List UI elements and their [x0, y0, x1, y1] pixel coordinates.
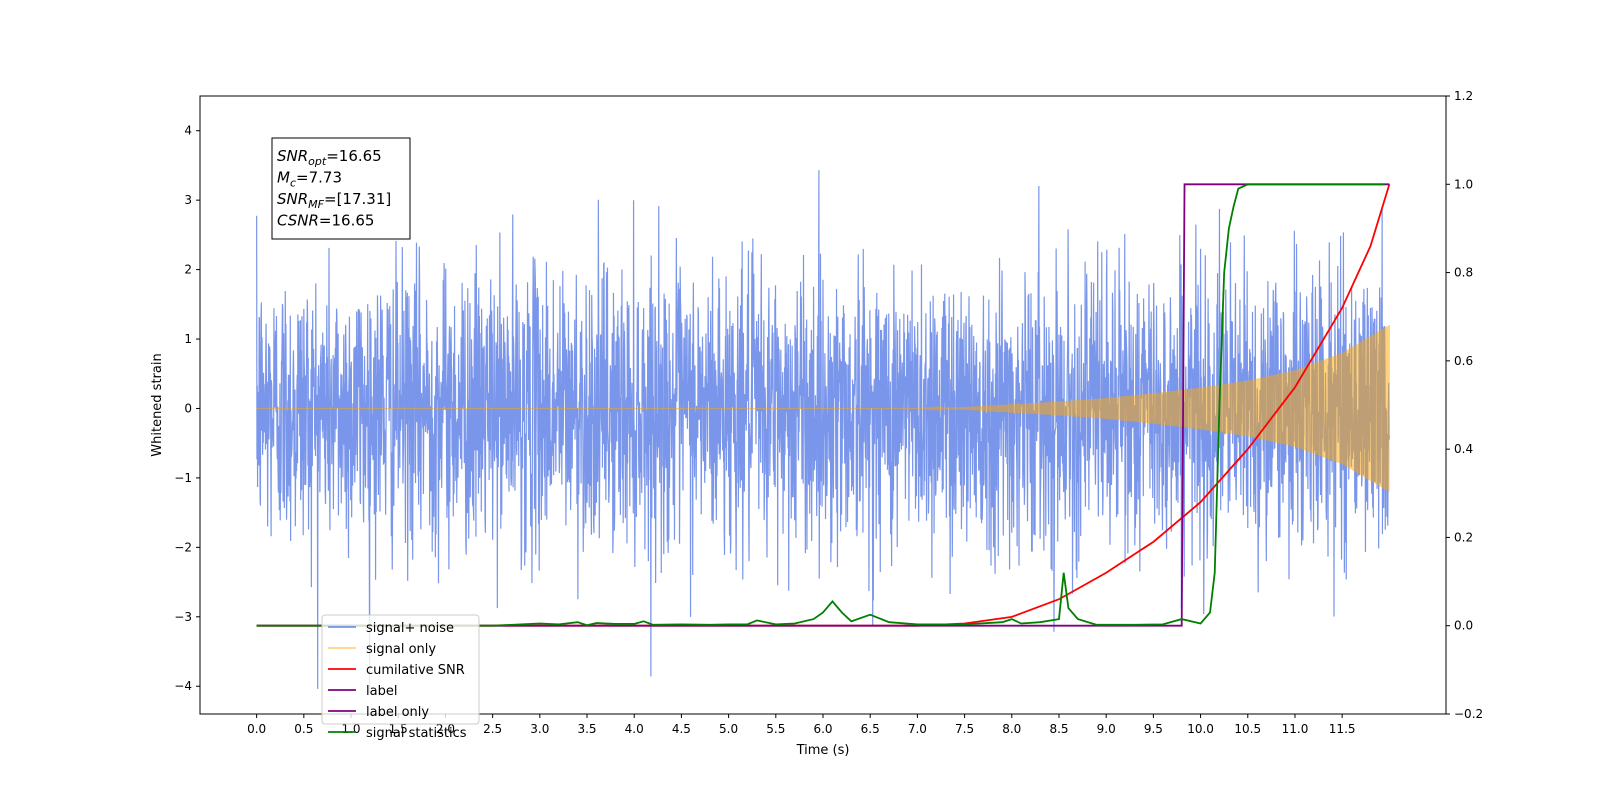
x-tick-label: 10.5: [1234, 722, 1261, 736]
annotation-frame: [271, 137, 411, 240]
y-right-tick-label: −0.2: [1454, 707, 1483, 721]
y-left-tick-label: 2: [184, 263, 192, 277]
y-left-tick-label: 4: [184, 124, 192, 138]
legend-label: label: [366, 684, 397, 699]
series-signal-statistics: [256, 183, 1385, 627]
y-right-tick-label: 1.0: [1454, 177, 1473, 191]
legend-label: signal+ noise: [366, 621, 454, 636]
y-axis-right: 1.2 1.0 0.8 0.6 0.4 0.2 0.0 −0.2: [1446, 89, 1483, 721]
y-left-tick-label: 1: [184, 332, 192, 346]
y-left-tick-label: −1: [174, 471, 192, 485]
x-tick-label: 9.0: [1097, 722, 1116, 736]
legend-label: cumilative SNR: [366, 663, 465, 678]
x-tick-label: 2.0: [436, 722, 455, 736]
x-tick-label: 3.0: [530, 722, 549, 736]
x-tick-label: 4.0: [625, 722, 644, 736]
legend-label: signal only: [366, 642, 436, 657]
x-tick-label: 8.0: [1002, 722, 1021, 736]
x-tick-label: 11.0: [1282, 722, 1309, 736]
x-tick-label: 5.5: [766, 722, 785, 736]
x-tick-label: 6.0: [813, 722, 832, 736]
y-right-tick-label: 1.2: [1454, 89, 1473, 103]
annotation-line: Mc=7.73: [277, 169, 342, 190]
y-left-tick-label: −4: [174, 679, 192, 693]
annotation-line: CSNR=16.65: [277, 212, 374, 230]
x-tick-label: 1.5: [389, 722, 408, 736]
x-axis: 0.0 0.5 1.0 1.5 2.0 2.5 3.0 3.5 4.0 4.5 5.0 5.5 6.0 6…: [247, 714, 1356, 736]
annotation-line: SNRopt=16.65: [277, 147, 382, 168]
x-tick-label: 3.5: [577, 722, 596, 736]
plot-area: [256, 170, 1391, 694]
x-tick-label: 0.5: [294, 722, 313, 736]
x-tick-label: 4.5: [672, 722, 691, 736]
x-tick-label: 0.0: [247, 722, 266, 736]
x-tick-label: 8.5: [1049, 722, 1068, 736]
x-tick-label: 7.0: [908, 722, 927, 736]
y-right-tick-label: 0.4: [1454, 442, 1473, 456]
x-tick-label: 9.5: [1144, 722, 1163, 736]
y-left-tick-label: −2: [174, 540, 192, 554]
legend: signal+ noise signal only cumilative SNR la…: [321, 614, 480, 741]
x-tick-label: 11.5: [1329, 722, 1356, 736]
y-left-tick-label: −3: [174, 610, 192, 624]
legend-label: label only: [366, 705, 429, 720]
x-tick-label: 2.5: [483, 722, 502, 736]
series-signal-plus-noise: [256, 170, 1390, 694]
x-tick-label: 7.5: [955, 722, 974, 736]
y-right-tick-label: 0.2: [1454, 530, 1473, 544]
x-tick-label: 10.0: [1187, 722, 1214, 736]
y-right-tick-label: 0.8: [1454, 266, 1473, 280]
legend-label: signal statistics: [366, 726, 467, 741]
annotation-line: SNRMF=[17.31]: [277, 190, 391, 211]
y-left-tick-label: 0: [184, 401, 192, 415]
x-tick-label: 5.0: [719, 722, 738, 736]
y-right-tick-label: 0.0: [1454, 619, 1473, 633]
y-right-tick-label: 0.6: [1454, 354, 1473, 368]
y-axis-label-left: Whitened strain: [150, 353, 165, 456]
x-axis-label: Time (s): [796, 743, 850, 758]
series-signal-only: [256, 325, 1390, 492]
snr-annotation-box: SNRopt=16.65Mc=7.73SNRMF=[17.31]CSNR=16.…: [271, 137, 411, 240]
y-axis-left: 4 3 2 1 0 −1 −2 −3 −4: [174, 124, 200, 693]
legend-frame: [321, 614, 480, 725]
x-tick-label: 6.5: [861, 722, 880, 736]
y-left-tick-label: 3: [184, 193, 192, 207]
